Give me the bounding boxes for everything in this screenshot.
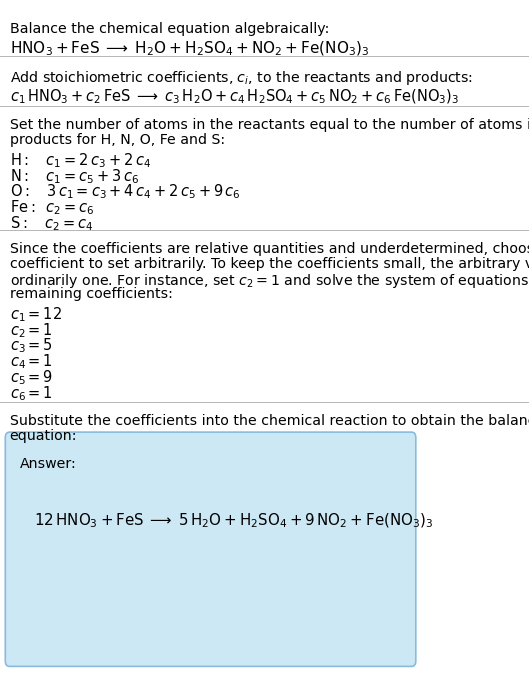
Text: $c_4 = 1$: $c_4 = 1$ [10,352,52,371]
Text: $\mathrm{HNO_3 + FeS} \;\longrightarrow\; \mathrm{H_2O + H_2SO_4 + NO_2 + Fe(NO_: $\mathrm{HNO_3 + FeS} \;\longrightarrow\… [10,40,369,58]
Text: $\mathrm{Fe:}\;\; c_2 = c_6$: $\mathrm{Fe:}\;\; c_2 = c_6$ [10,199,94,217]
Text: $\mathrm{S:}\quad c_2 = c_4$: $\mathrm{S:}\quad c_2 = c_4$ [10,214,93,233]
Text: Set the number of atoms in the reactants equal to the number of atoms in the: Set the number of atoms in the reactants… [10,118,529,132]
Text: coefficient to set arbitrarily. To keep the coefficients small, the arbitrary va: coefficient to set arbitrarily. To keep … [10,257,529,271]
Text: Substitute the coefficients into the chemical reaction to obtain the balanced: Substitute the coefficients into the che… [10,414,529,427]
Text: products for H, N, O, Fe and S:: products for H, N, O, Fe and S: [10,133,225,147]
Text: Balance the chemical equation algebraically:: Balance the chemical equation algebraica… [10,22,329,36]
Text: $\mathrm{O:}\quad 3\,c_1 = c_3 + 4\,c_4 + 2\,c_5 + 9\,c_6$: $\mathrm{O:}\quad 3\,c_1 = c_3 + 4\,c_4 … [10,183,240,201]
FancyBboxPatch shape [5,432,416,666]
Text: Add stoichiometric coefficients, $c_i$, to the reactants and products:: Add stoichiometric coefficients, $c_i$, … [10,69,472,87]
Text: $c_5 = 9$: $c_5 = 9$ [10,368,53,387]
Text: $c_1\,\mathrm{HNO_3} + c_2\,\mathrm{FeS} \;\longrightarrow\; c_3\,\mathrm{H_2O} : $c_1\,\mathrm{HNO_3} + c_2\,\mathrm{FeS}… [10,88,459,106]
Text: ordinarily one. For instance, set $c_2 = 1$ and solve the system of equations fo: ordinarily one. For instance, set $c_2 =… [10,272,529,290]
Text: $\mathrm{N:}\quad c_1 = c_5 + 3\,c_6$: $\mathrm{N:}\quad c_1 = c_5 + 3\,c_6$ [10,167,139,185]
Text: $c_6 = 1$: $c_6 = 1$ [10,384,52,403]
Text: Answer:: Answer: [20,457,77,471]
Text: $c_2 = 1$: $c_2 = 1$ [10,321,52,339]
Text: $c_1 = 12$: $c_1 = 12$ [10,305,62,324]
Text: $\mathrm{H:}\quad c_1 = 2\,c_3 + 2\,c_4$: $\mathrm{H:}\quad c_1 = 2\,c_3 + 2\,c_4$ [10,151,151,170]
Text: equation:: equation: [10,429,77,442]
Text: Since the coefficients are relative quantities and underdetermined, choose a: Since the coefficients are relative quan… [10,242,529,256]
Text: $c_3 = 5$: $c_3 = 5$ [10,337,52,355]
Text: remaining coefficients:: remaining coefficients: [10,287,172,301]
Text: $12\,\mathrm{HNO_3} + \mathrm{FeS} \;\longrightarrow\; 5\,\mathrm{H_2O} + \mathr: $12\,\mathrm{HNO_3} + \mathrm{FeS} \;\lo… [34,512,434,530]
